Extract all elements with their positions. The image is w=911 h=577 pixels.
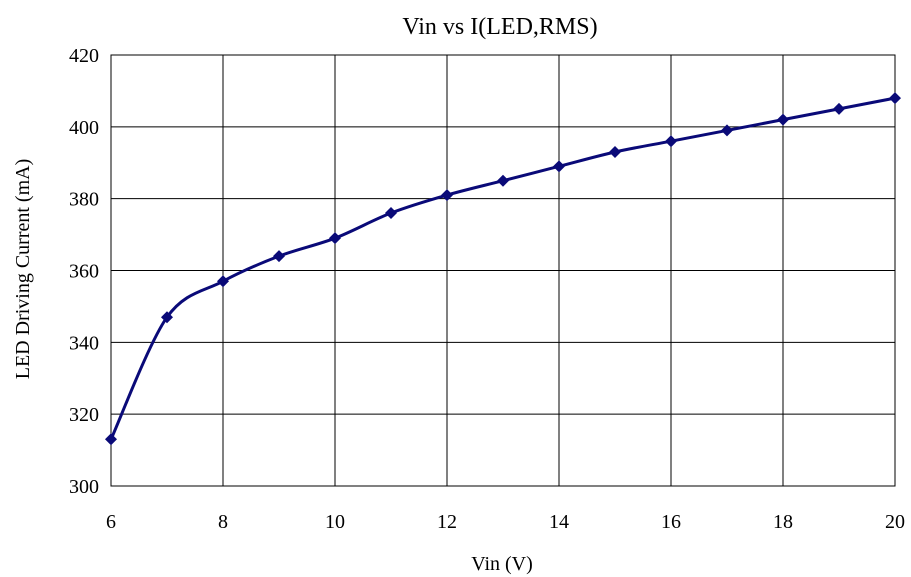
y-tick-label-4: 380 — [69, 189, 99, 211]
x-tick-label-7: 20 — [885, 511, 905, 533]
series-line-0 — [109, 96, 897, 441]
data-point-8 — [553, 160, 565, 173]
data-point-7 — [497, 174, 509, 187]
y-tick-label-5: 400 — [69, 117, 99, 139]
y-tick-label-1: 320 — [69, 404, 99, 426]
data-point-13 — [833, 102, 845, 115]
x-tick-label-3: 12 — [437, 511, 457, 533]
x-tick-label-4: 14 — [549, 511, 569, 533]
x-axis-ticks: 6 8 10 12 14 16 18 20 — [106, 511, 905, 533]
data-point-11 — [721, 124, 733, 137]
x-axis-label: Vin (V) — [471, 553, 533, 575]
data-point-1 — [161, 311, 173, 324]
data-point-5 — [385, 207, 397, 220]
y-axis-ticks: 300 320 340 360 380 400 420 — [69, 45, 99, 498]
y-tick-label-3: 360 — [69, 261, 99, 283]
data-point-12 — [777, 113, 789, 126]
data-point-9 — [609, 145, 621, 158]
x-tick-label-1: 8 — [218, 511, 228, 533]
data-point-4 — [329, 232, 341, 245]
data-point-14 — [889, 92, 901, 105]
y-axis-label: LED Driving Current (mA) — [12, 159, 34, 380]
plot-area — [110, 54, 896, 487]
y-tick-label-6: 420 — [69, 45, 99, 67]
chart-title: Vin vs I(LED,RMS) — [402, 14, 597, 40]
series-group — [105, 92, 901, 446]
x-tick-label-5: 16 — [661, 511, 681, 533]
x-tick-label-6: 18 — [773, 511, 793, 533]
data-point-10 — [665, 135, 677, 148]
data-point-6 — [441, 189, 453, 202]
x-tick-label-0: 6 — [106, 511, 116, 533]
data-point-3 — [273, 250, 285, 263]
x-tick-label-2: 10 — [325, 511, 345, 533]
data-point-2 — [217, 275, 229, 288]
y-tick-label-0: 300 — [69, 476, 99, 498]
y-tick-label-2: 340 — [69, 332, 99, 354]
data-point-0 — [105, 433, 117, 446]
